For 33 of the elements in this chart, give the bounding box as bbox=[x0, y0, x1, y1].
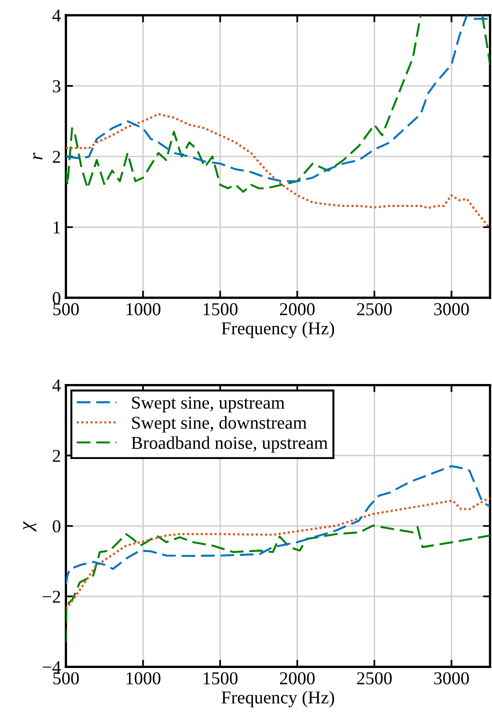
y-tick-label: −2 bbox=[42, 590, 60, 603]
x-tick-label: 1000 bbox=[126, 672, 160, 684]
y-tick-label: 0 bbox=[52, 520, 60, 532]
y-tick-label: −4 bbox=[42, 661, 61, 674]
y-tick-label: 1 bbox=[54, 221, 60, 234]
x-tick-label: 2000 bbox=[280, 303, 315, 316]
y-tick-label: 4 bbox=[52, 10, 61, 22]
x-axis-title: Frequency (Hz) bbox=[222, 322, 334, 338]
y-axis-title: r bbox=[33, 152, 42, 160]
x-tick-label: 3000 bbox=[434, 303, 469, 316]
y-tick-label: 2 bbox=[52, 150, 60, 163]
x-tick-label: 2500 bbox=[357, 672, 392, 684]
legend-label: Broadband noise, upstream bbox=[131, 436, 328, 453]
x-tick-label: 1500 bbox=[204, 303, 238, 316]
x-tick-label: 1000 bbox=[126, 303, 160, 316]
y-tick-label: 4 bbox=[52, 379, 61, 392]
x-tick-label: 500 bbox=[53, 303, 79, 316]
y-tick-label: 3 bbox=[52, 80, 60, 92]
x-tick-label: 500 bbox=[53, 672, 79, 684]
legend-label: Swept sine, downstream bbox=[132, 416, 307, 433]
y-axis-title: χ bbox=[23, 521, 36, 532]
line-series bbox=[66, 465, 490, 586]
x-axis-title: Frequency (Hz) bbox=[222, 690, 334, 708]
x-tick-label: 2500 bbox=[357, 303, 392, 316]
y-tick-label: 2 bbox=[52, 450, 60, 462]
x-tick-label: 1500 bbox=[204, 672, 238, 684]
x-tick-label: 3000 bbox=[434, 672, 469, 684]
line-series bbox=[66, 497, 490, 610]
y-tick-label: 0 bbox=[52, 292, 60, 304]
x-tick-label: 2000 bbox=[280, 672, 315, 684]
legend-label: Swept sine, upstream bbox=[132, 396, 285, 412]
line-series bbox=[66, 524, 490, 644]
line-series bbox=[66, 113, 490, 230]
